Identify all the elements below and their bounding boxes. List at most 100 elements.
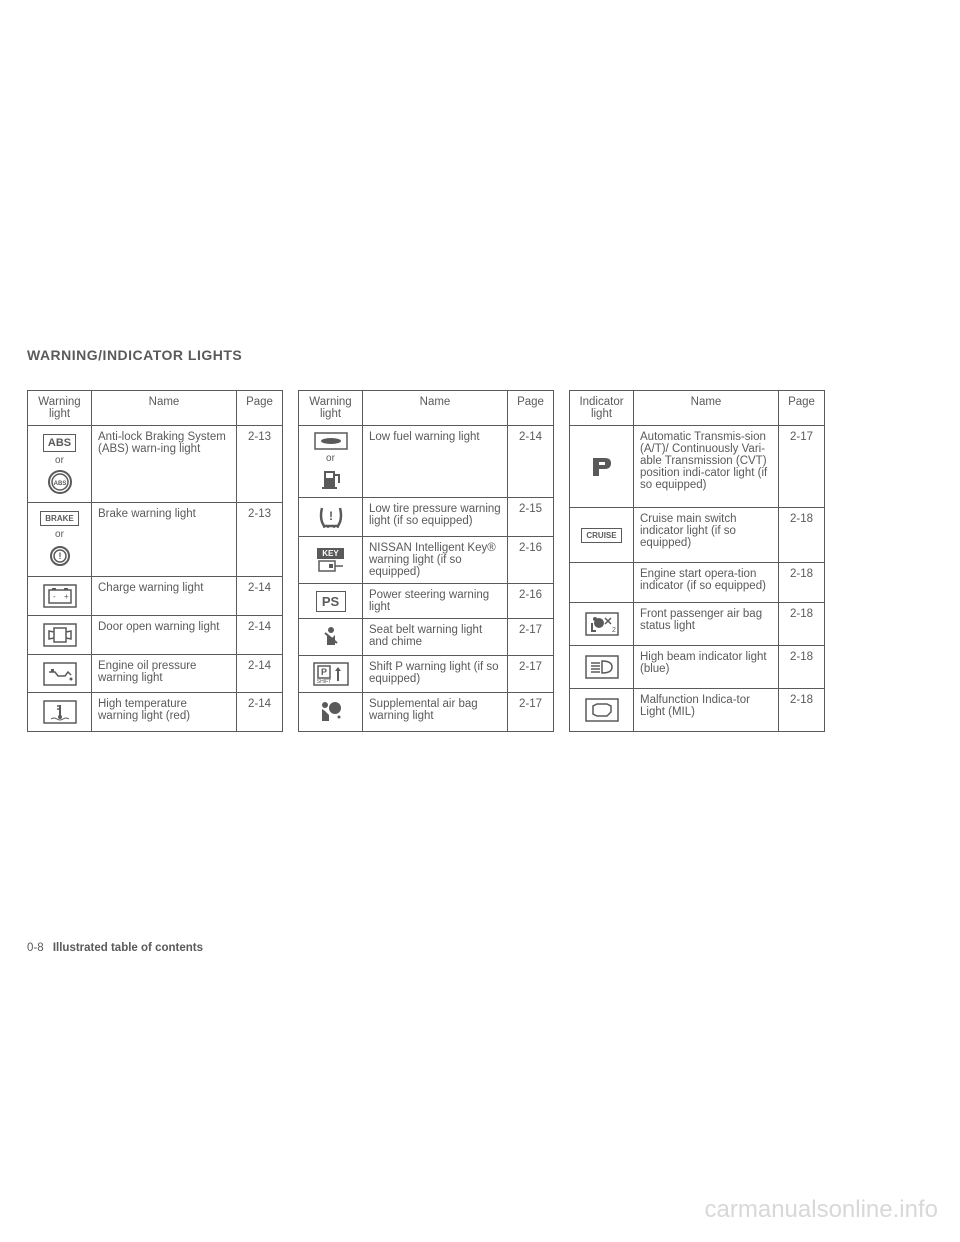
- svg-text:-: -: [53, 592, 56, 601]
- row-page: 2-18: [779, 562, 825, 603]
- warning-table-2: Warning light Name Page or: [298, 390, 554, 732]
- row-page: 2-14: [508, 426, 554, 498]
- row-name: Automatic Transmis-sion (A/T)/ Continuou…: [634, 426, 779, 508]
- table-row: KEY NISSAN Intelligent Key® warning ligh…: [299, 537, 554, 584]
- row-name: Door open warning light: [92, 616, 237, 655]
- svg-text:!: !: [58, 551, 61, 561]
- header-light: Warning light: [28, 391, 92, 426]
- svg-text:SHIFT: SHIFT: [316, 679, 330, 685]
- abs-icon: ABS or ABS: [28, 426, 92, 503]
- row-name: High temperature warning light (red): [92, 693, 237, 732]
- row-page: 2-17: [779, 426, 825, 508]
- shiftp-icon: P SHIFT: [299, 656, 363, 693]
- row-name: NISSAN Intelligent Key® warning light (i…: [363, 537, 508, 584]
- temp-icon: [28, 693, 92, 732]
- row-name: Malfunction Indica-tor Light (MIL): [634, 689, 779, 732]
- header-page: Page: [237, 391, 283, 426]
- row-page: 2-14: [237, 577, 283, 616]
- table-header-row: Indicator light Name Page: [570, 391, 825, 426]
- seatbelt-icon: [299, 619, 363, 656]
- tire-icon: !: [299, 498, 363, 537]
- row-page: 2-18: [779, 603, 825, 646]
- brake-circle-icon: !: [47, 543, 73, 569]
- row-page: 2-17: [508, 619, 554, 656]
- svg-text:ABS: ABS: [53, 481, 66, 487]
- row-name: Low tire pressure warning light (if so e…: [363, 498, 508, 537]
- footer-section-name: Illustrated table of contents: [53, 942, 203, 954]
- svg-text:P: P: [320, 667, 326, 677]
- table-header-row: Warning light Name Page: [28, 391, 283, 426]
- svg-text:+: +: [64, 592, 69, 601]
- watermark: carmanualsonline.info: [705, 1196, 938, 1224]
- passenger-icon: 2: [570, 603, 634, 646]
- page-container: WARNING/INDICATOR LIGHTS Warning light N…: [0, 0, 960, 1242]
- row-page: 2-17: [508, 656, 554, 693]
- row-page: 2-18: [779, 508, 825, 562]
- row-name: Engine start opera-tion indicator (if so…: [634, 562, 779, 603]
- abs-circle-icon: ABS: [47, 469, 73, 495]
- table-row: Engine oil pressure warning light 2-14: [28, 654, 283, 693]
- blank-icon: [570, 562, 634, 603]
- row-name: Power steering warning light: [363, 584, 508, 619]
- table-row: Door open warning light 2-14: [28, 616, 283, 655]
- row-name: High beam indicator light (blue): [634, 646, 779, 689]
- header-light: Indicator light: [570, 391, 634, 426]
- page-number: 0-8: [27, 942, 44, 954]
- table-row: ! Low tire pressure warning light (if so…: [299, 498, 554, 537]
- row-page: 2-14: [237, 654, 283, 693]
- key-icon: KEY: [299, 537, 363, 584]
- table-row: Engine start opera-tion indicator (if so…: [570, 562, 825, 603]
- row-name: Engine oil pressure warning light: [92, 654, 237, 693]
- table-row: Malfunction Indica-tor Light (MIL) 2-18: [570, 689, 825, 732]
- row-page: 2-13: [237, 426, 283, 503]
- table-row: or Low fuel warning light 2-14: [299, 426, 554, 498]
- row-page: 2-17: [508, 693, 554, 732]
- park-icon: [570, 426, 634, 508]
- row-page: 2-18: [779, 646, 825, 689]
- door-icon: [28, 616, 92, 655]
- row-page: 2-15: [508, 498, 554, 537]
- row-name: Seat belt warning light and chime: [363, 619, 508, 656]
- table-row: ABS or ABS Anti-lock Braking System (ABS…: [28, 426, 283, 503]
- table-row: Seat belt warning light and chime 2-17: [299, 619, 554, 656]
- highbeam-icon: [570, 646, 634, 689]
- table-row: Automatic Transmis-sion (A/T)/ Continuou…: [570, 426, 825, 508]
- row-name: Low fuel warning light: [363, 426, 508, 498]
- header-name: Name: [363, 391, 508, 426]
- table-header-row: Warning light Name Page: [299, 391, 554, 426]
- table-row: High beam indicator light (blue) 2-18: [570, 646, 825, 689]
- footer: 0-8 Illustrated table of contents: [27, 942, 203, 954]
- row-name: Anti-lock Braking System (ABS) warn-ing …: [92, 426, 237, 503]
- mil-icon: [570, 689, 634, 732]
- row-name: Front passenger air bag status light: [634, 603, 779, 646]
- header-page: Page: [508, 391, 554, 426]
- table-row: BRAKE or ! Brake warning light 2-13: [28, 503, 283, 577]
- oil-icon: [28, 654, 92, 693]
- svg-text:2: 2: [612, 627, 616, 634]
- header-name: Name: [634, 391, 779, 426]
- table-row: PS Power steering warning light 2-16: [299, 584, 554, 619]
- header-light: Warning light: [299, 391, 363, 426]
- row-page: 2-14: [237, 616, 283, 655]
- row-page: 2-18: [779, 689, 825, 732]
- svg-text:!: !: [329, 509, 333, 523]
- table-row: P SHIFT Shift P warning light (if so equ…: [299, 656, 554, 693]
- fuel-pump-icon: [318, 467, 344, 491]
- row-name: Shift P warning light (if so equipped): [363, 656, 508, 693]
- brake-icon: BRAKE or !: [28, 503, 92, 577]
- row-name: Supplemental air bag warning light: [363, 693, 508, 732]
- table-row: 2 Front passenger air bag status light 2…: [570, 603, 825, 646]
- table-row: - + Charge warning light 2-14: [28, 577, 283, 616]
- row-page: 2-14: [237, 693, 283, 732]
- ps-icon: PS: [299, 584, 363, 619]
- warning-table-1: Warning light Name Page ABS or ABS: [27, 390, 283, 732]
- battery-icon: - +: [28, 577, 92, 616]
- header-page: Page: [779, 391, 825, 426]
- row-page: 2-16: [508, 584, 554, 619]
- cruise-icon: CRUISE: [570, 508, 634, 562]
- row-page: 2-13: [237, 503, 283, 577]
- airbag-icon: [299, 693, 363, 732]
- fuel-icon: or: [299, 426, 363, 498]
- row-page: 2-16: [508, 537, 554, 584]
- table-row: CRUISE Cruise main switch indicator ligh…: [570, 508, 825, 562]
